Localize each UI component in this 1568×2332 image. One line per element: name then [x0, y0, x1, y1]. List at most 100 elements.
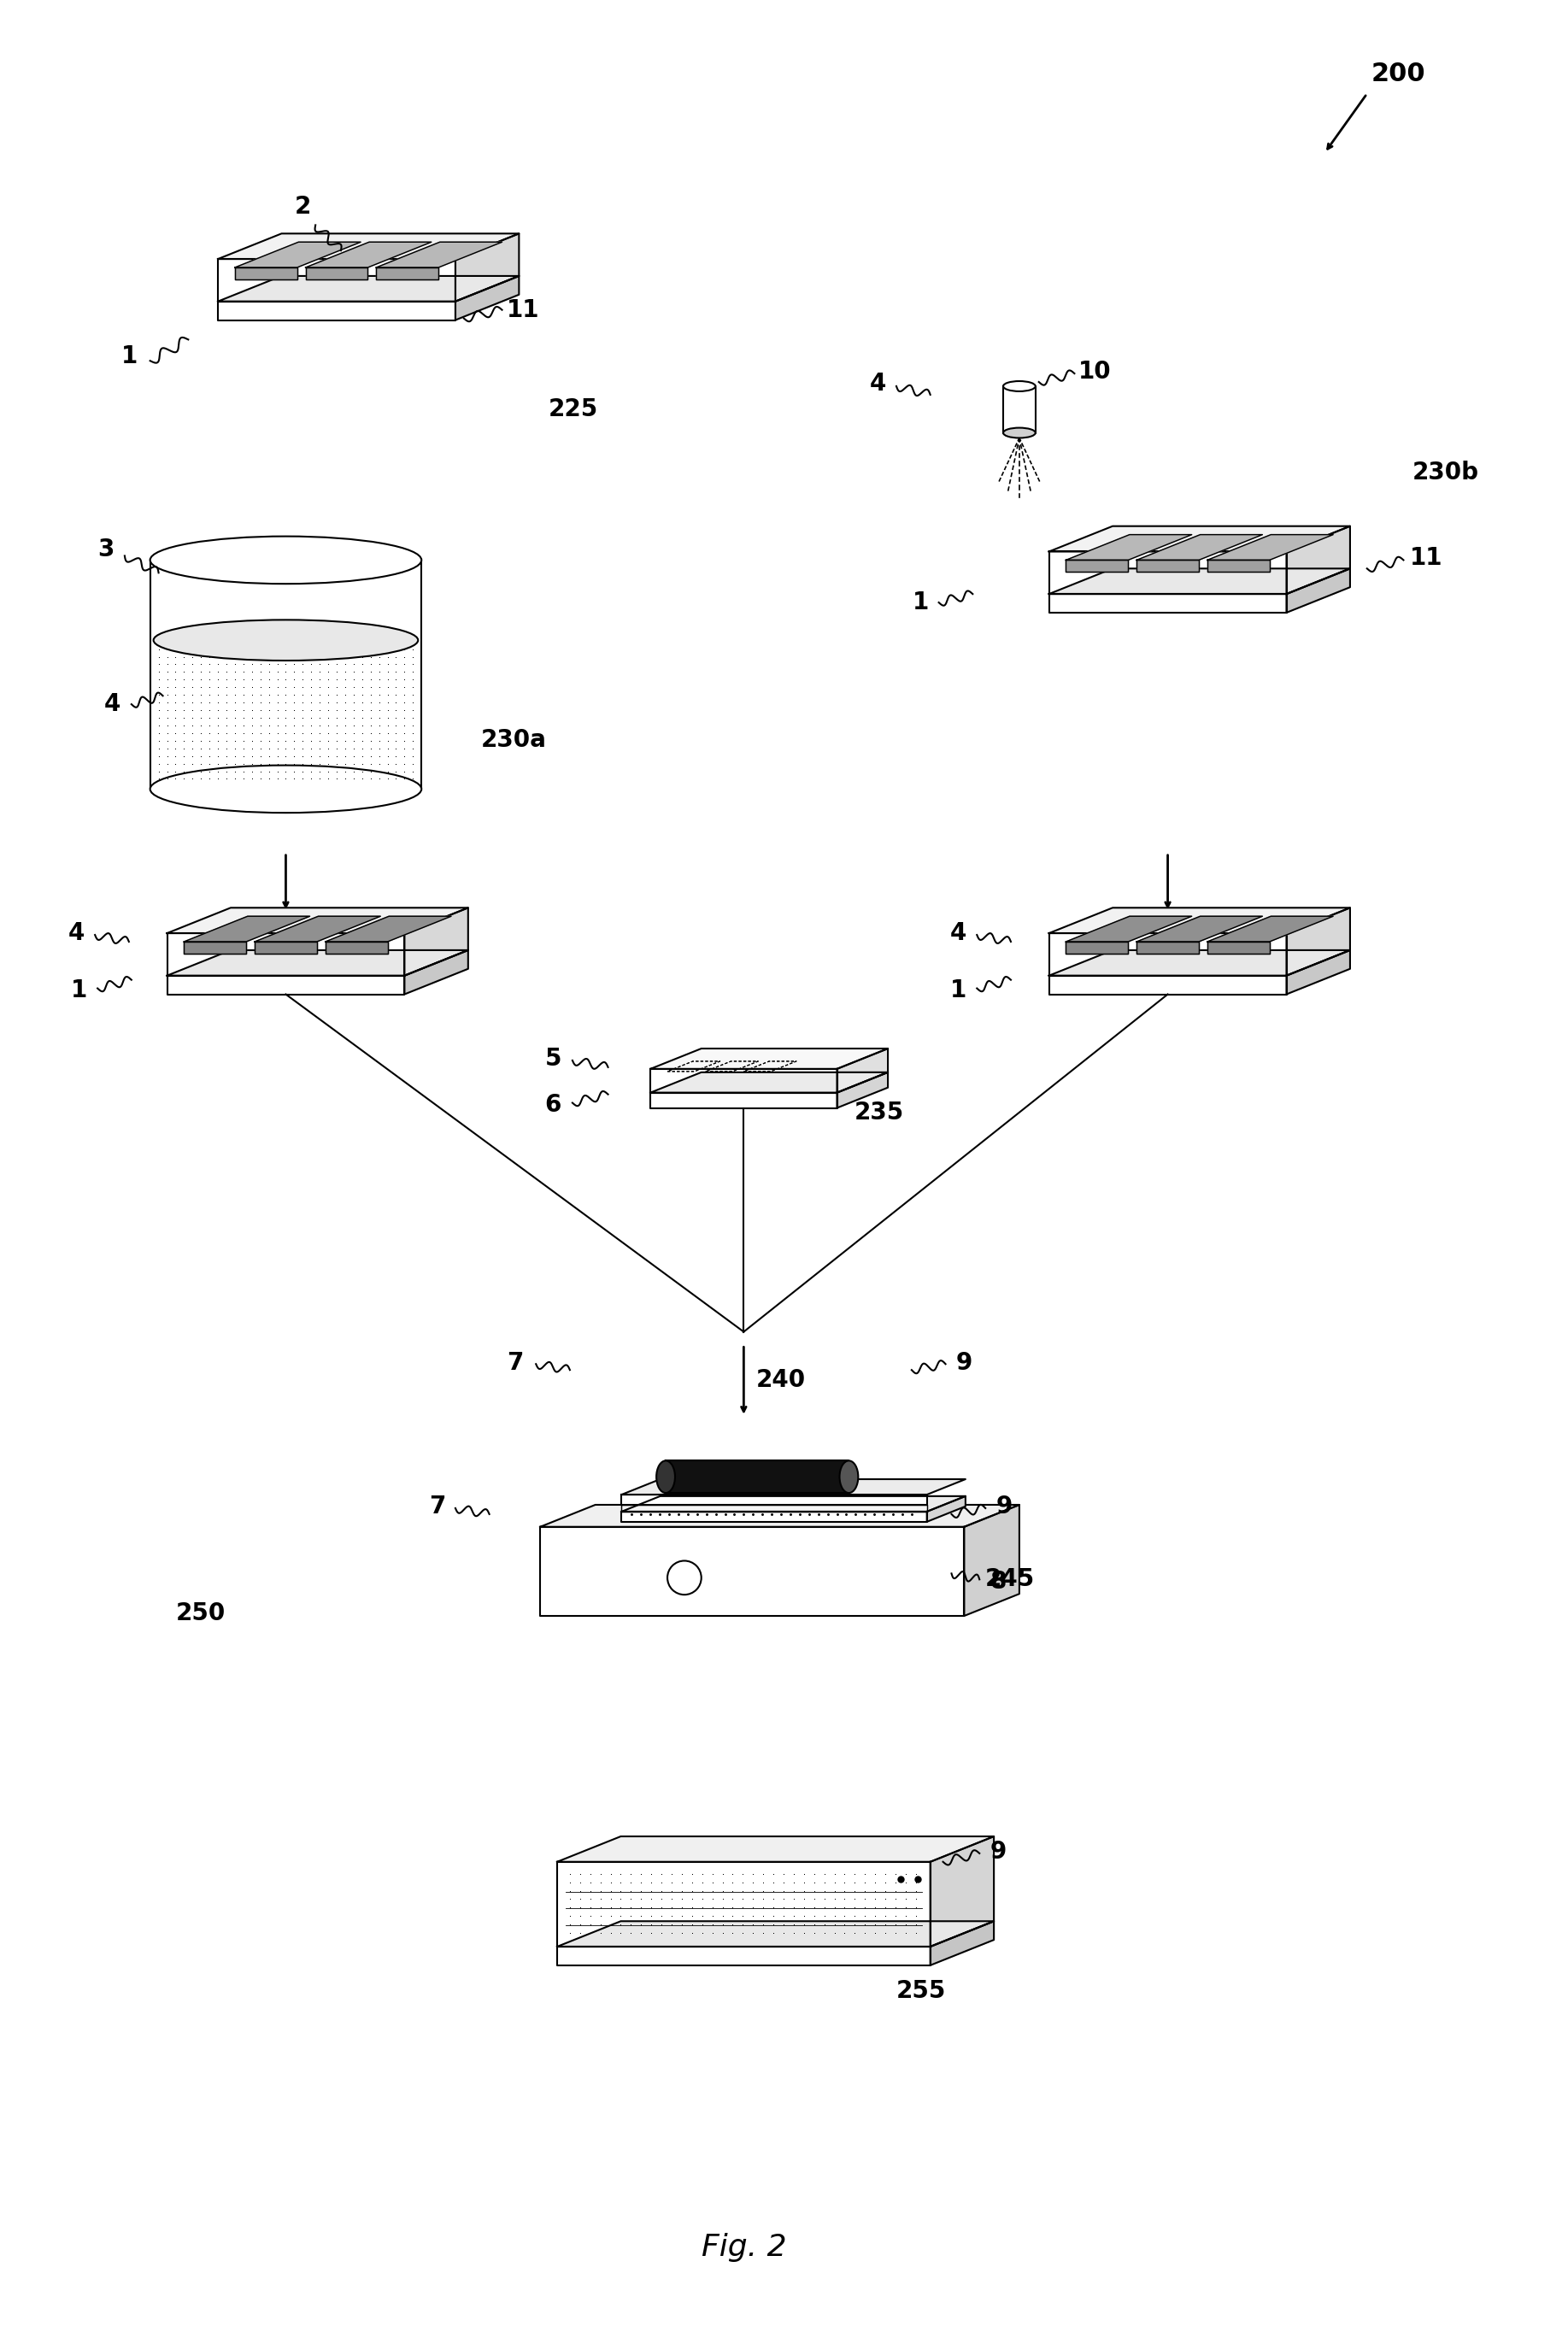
Polygon shape [1207, 534, 1333, 560]
Polygon shape [405, 949, 469, 993]
Polygon shape [621, 1511, 927, 1523]
Polygon shape [306, 268, 368, 280]
Ellipse shape [154, 620, 419, 660]
Polygon shape [541, 1504, 1019, 1527]
Polygon shape [1207, 916, 1333, 942]
Polygon shape [1049, 595, 1286, 613]
Text: 7: 7 [506, 1350, 524, 1376]
Text: 7: 7 [428, 1495, 445, 1518]
Polygon shape [254, 916, 381, 942]
Polygon shape [837, 1073, 887, 1108]
Text: 1: 1 [913, 590, 928, 613]
Polygon shape [1004, 387, 1035, 434]
Polygon shape [376, 268, 439, 280]
Polygon shape [325, 942, 387, 954]
Text: 1: 1 [121, 345, 138, 368]
Polygon shape [621, 1478, 966, 1495]
Polygon shape [218, 259, 455, 301]
Polygon shape [557, 1861, 930, 1947]
Polygon shape [168, 933, 405, 975]
Text: 1: 1 [71, 977, 88, 1003]
Text: 9: 9 [996, 1495, 1013, 1518]
Polygon shape [455, 233, 519, 301]
Text: 225: 225 [549, 396, 599, 422]
Text: 4: 4 [950, 921, 967, 944]
Polygon shape [621, 1495, 927, 1504]
Polygon shape [218, 275, 519, 301]
Polygon shape [1066, 942, 1127, 954]
Polygon shape [557, 1835, 994, 1861]
Text: Fig. 2: Fig. 2 [701, 2234, 786, 2262]
Ellipse shape [657, 1460, 676, 1492]
Polygon shape [1286, 569, 1350, 613]
Polygon shape [651, 1073, 887, 1094]
Polygon shape [930, 1922, 994, 1966]
Polygon shape [651, 1094, 837, 1108]
Polygon shape [235, 268, 296, 280]
Polygon shape [405, 907, 469, 975]
Polygon shape [218, 233, 519, 259]
Polygon shape [1286, 949, 1350, 993]
Text: 6: 6 [544, 1094, 561, 1117]
Polygon shape [927, 1497, 966, 1523]
Polygon shape [557, 1922, 994, 1947]
Polygon shape [651, 1068, 837, 1094]
Polygon shape [666, 1460, 848, 1492]
Text: 1: 1 [950, 977, 967, 1003]
Polygon shape [930, 1835, 994, 1947]
Text: 230b: 230b [1411, 462, 1479, 485]
Polygon shape [1286, 527, 1350, 595]
Polygon shape [168, 949, 469, 975]
Polygon shape [1049, 569, 1350, 595]
Polygon shape [168, 975, 405, 993]
Text: 11: 11 [506, 298, 539, 322]
Ellipse shape [839, 1460, 858, 1492]
Polygon shape [1049, 907, 1350, 933]
Text: 10: 10 [1079, 359, 1112, 385]
Text: 250: 250 [176, 1602, 226, 1625]
Polygon shape [1049, 527, 1350, 553]
Polygon shape [1137, 534, 1262, 560]
Polygon shape [1049, 553, 1286, 595]
Text: 4: 4 [870, 371, 886, 396]
Polygon shape [183, 916, 310, 942]
Polygon shape [235, 243, 361, 268]
Text: 11: 11 [1410, 546, 1443, 571]
Polygon shape [621, 1504, 927, 1511]
Text: 235: 235 [855, 1101, 903, 1124]
Polygon shape [964, 1504, 1019, 1616]
Text: 9: 9 [956, 1350, 972, 1376]
Polygon shape [1066, 534, 1192, 560]
Polygon shape [1066, 916, 1192, 942]
Text: 5: 5 [544, 1047, 561, 1070]
Polygon shape [1049, 975, 1286, 993]
Polygon shape [306, 243, 431, 268]
Polygon shape [325, 916, 452, 942]
Polygon shape [218, 301, 455, 319]
Polygon shape [376, 243, 502, 268]
Polygon shape [1066, 560, 1127, 571]
Polygon shape [837, 1049, 887, 1094]
Ellipse shape [1004, 380, 1035, 392]
Polygon shape [541, 1527, 964, 1616]
Ellipse shape [151, 765, 422, 814]
Polygon shape [1207, 560, 1270, 571]
Text: 245: 245 [985, 1567, 1035, 1590]
Polygon shape [1207, 942, 1270, 954]
Polygon shape [1137, 916, 1262, 942]
Ellipse shape [151, 536, 422, 583]
Text: 4: 4 [103, 693, 121, 716]
Text: 2: 2 [295, 196, 310, 219]
Polygon shape [1286, 907, 1350, 975]
Polygon shape [1049, 933, 1286, 975]
Polygon shape [455, 275, 519, 319]
Polygon shape [1137, 942, 1200, 954]
Text: 255: 255 [897, 1980, 946, 2003]
Text: 8: 8 [989, 1569, 1007, 1595]
Polygon shape [183, 942, 246, 954]
Text: 4: 4 [69, 921, 85, 944]
Ellipse shape [1004, 427, 1035, 438]
Text: 200: 200 [1372, 61, 1425, 86]
Text: 9: 9 [989, 1840, 1007, 1863]
Polygon shape [254, 942, 317, 954]
